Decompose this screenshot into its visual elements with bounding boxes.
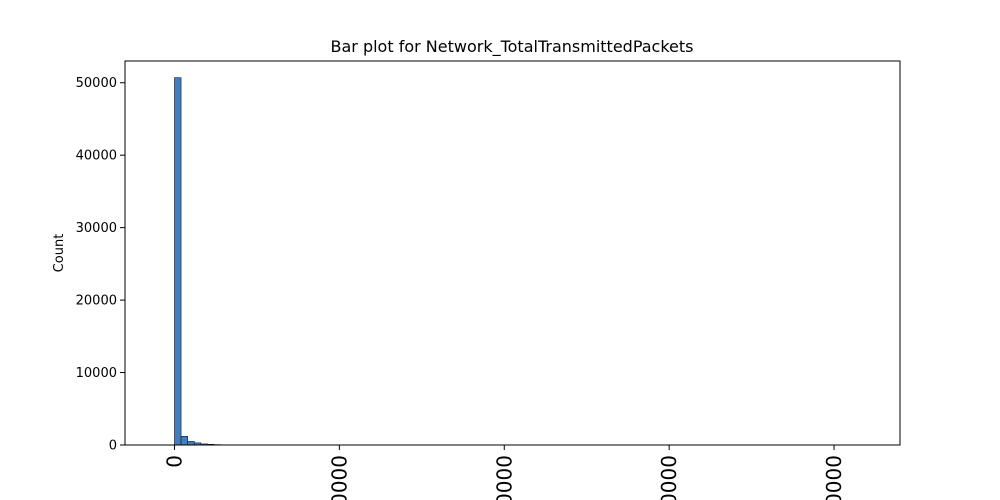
histogram-bar-0 (174, 77, 182, 446)
y-tick-label-2: 20000 (76, 294, 117, 309)
x-tick-label-3: 0000 (657, 455, 681, 500)
x-axis: 0 0000 0000 0000 0000 (162, 445, 846, 500)
x-tick-label-1: 0000 (327, 455, 351, 500)
x-tick-label-0: 0 (162, 455, 186, 468)
chart-title: Bar plot for Network_TotalTransmittedPac… (331, 37, 694, 57)
y-tick-label-5: 50000 (76, 76, 117, 91)
histogram-bar-2 (187, 441, 195, 446)
y-axis: 0 10000 20000 30000 40000 50000 (76, 76, 125, 454)
y-tick-label-1: 10000 (76, 366, 117, 381)
y-tick-label-3: 30000 (76, 221, 117, 236)
histogram-bar-1 (180, 436, 188, 446)
y-tick-label-0: 0 (109, 439, 117, 454)
x-tick-label-4: 0000 (822, 455, 846, 500)
y-axis-label: Count (52, 234, 67, 273)
plot-frame (124, 60, 901, 446)
y-tick-label-4: 40000 (76, 149, 117, 164)
x-tick-label-2: 0000 (492, 455, 516, 500)
